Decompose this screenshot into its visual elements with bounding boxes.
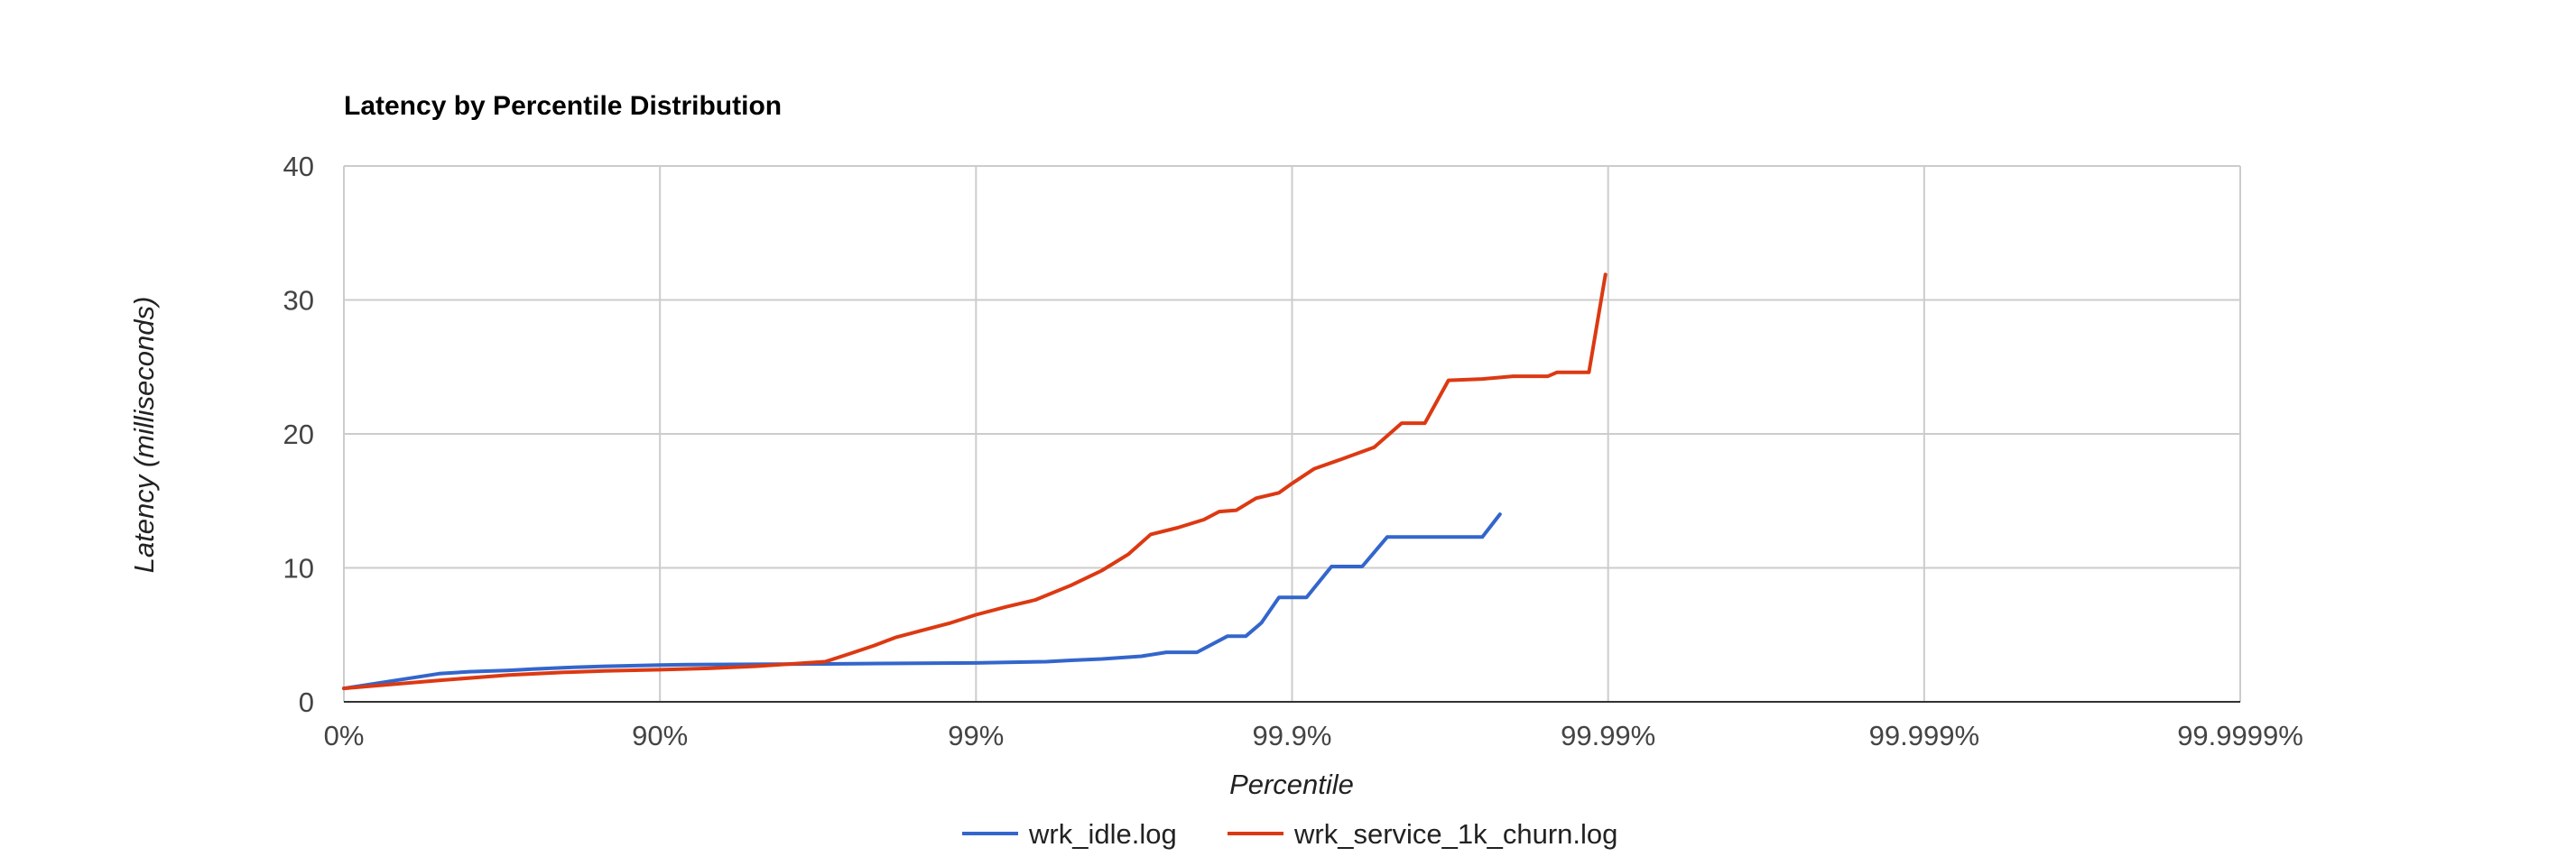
y-tick-label: 20 — [283, 419, 314, 450]
y-axis-title: Latency (milliseconds) — [128, 297, 160, 574]
x-tick-label: 0% — [324, 720, 365, 751]
y-tick-label: 30 — [283, 285, 314, 317]
x-axis-tick-labels: 0% 90% 99% 99.9% 99.99% 99.999% 99.9999% — [324, 720, 2303, 751]
x-tick-label: 99.999% — [1869, 720, 1979, 751]
x-tick-label: 99% — [948, 720, 1004, 751]
legend-label: wrk_idle.log — [1028, 818, 1177, 850]
y-tick-label: 10 — [283, 553, 314, 585]
x-tick-label: 99.9999% — [2177, 720, 2303, 751]
x-tick-label: 99.99% — [1561, 720, 1655, 751]
y-axis-tick-labels: 0 10 20 30 40 — [283, 151, 314, 718]
chart-title: Latency by Percentile Distribution — [344, 91, 782, 121]
x-axis-title: Percentile — [1229, 769, 1354, 800]
series-line-wrk-idle-log — [342, 512, 1502, 691]
gridlines — [343, 165, 2241, 703]
y-tick-label: 40 — [283, 151, 314, 182]
legend-label: wrk_service_1k_churn.log — [1293, 818, 1617, 850]
x-tick-label: 90% — [632, 720, 688, 751]
x-tick-label: 99.9% — [1253, 720, 1332, 751]
series-lines — [342, 272, 1608, 691]
y-tick-label: 0 — [299, 686, 314, 718]
series-line-wrk-service-1k-churn-log — [342, 272, 1608, 691]
legend: wrk_idle.log wrk_service_1k_churn.log — [962, 818, 1617, 850]
